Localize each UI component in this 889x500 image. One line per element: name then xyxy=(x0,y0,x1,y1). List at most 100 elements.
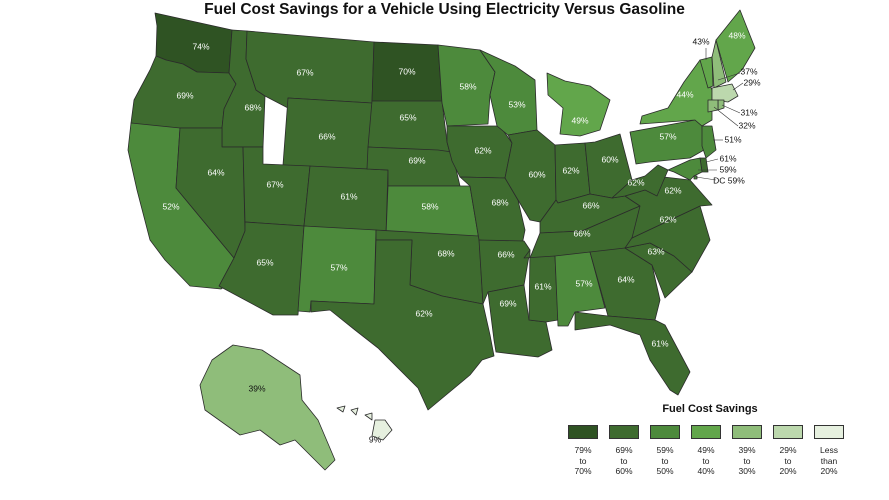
leader-line-ct xyxy=(713,106,739,127)
state-label-nv: 64% xyxy=(207,167,224,177)
legend-swatch xyxy=(814,425,844,439)
state-md xyxy=(667,157,703,181)
state-ri xyxy=(717,99,725,111)
leader-line-de xyxy=(705,158,719,163)
state-label-me: 48% xyxy=(728,30,745,40)
state-label-wv: 62% xyxy=(627,177,644,187)
state-label-ky: 66% xyxy=(582,200,599,210)
state-label-az: 65% xyxy=(256,257,273,267)
state-label-fl: 61% xyxy=(651,338,668,348)
state-label-ak: 39% xyxy=(248,383,265,393)
state-label-mi: 49% xyxy=(571,115,588,125)
state-label-la: 69% xyxy=(499,298,516,308)
legend-swatch xyxy=(732,425,762,439)
leader-line-dc xyxy=(695,176,717,181)
state-ak xyxy=(199,344,336,471)
state-vt xyxy=(699,56,714,89)
state-label-tn: 66% xyxy=(573,228,590,238)
state-label-nh: 37% xyxy=(740,66,757,76)
state-label-ny: 44% xyxy=(676,89,693,99)
state-label-tx: 62% xyxy=(415,308,432,318)
state-label-ct: 32% xyxy=(738,120,755,130)
state-label-co: 61% xyxy=(340,191,357,201)
state-label-ma: 29% xyxy=(743,77,760,87)
state-label-mn: 58% xyxy=(459,81,476,91)
legend-label: 49% to 40% xyxy=(697,445,715,476)
legend-swatch xyxy=(691,425,721,439)
leader-line-ma xyxy=(732,82,744,91)
legend-item: 79% to 70% xyxy=(568,425,598,477)
state-label-wi: 53% xyxy=(508,99,525,109)
state-label-ok: 68% xyxy=(437,248,454,258)
state-label-nd: 70% xyxy=(398,66,415,76)
state-label-in: 62% xyxy=(562,165,579,175)
state-label-oh: 60% xyxy=(601,154,618,164)
state-label-al: 57% xyxy=(575,278,592,288)
state-label-ar: 66% xyxy=(497,249,514,259)
chart-title: Fuel Cost Savings for a Vehicle Using El… xyxy=(204,1,685,18)
legend-item: 69% to 60% xyxy=(609,425,639,477)
state-mi xyxy=(546,72,611,137)
legend-label: 79% to 70% xyxy=(574,445,592,476)
state-label-ne: 69% xyxy=(408,155,425,165)
state-label-ut: 67% xyxy=(266,179,283,189)
legend-item: 49% to 40% xyxy=(691,425,721,477)
legend-label: 69% to 60% xyxy=(615,445,633,476)
state-label-de: 61% xyxy=(719,153,736,163)
state-label-il: 60% xyxy=(528,169,545,179)
state-label-vt: 43% xyxy=(692,36,709,46)
legend-swatch xyxy=(568,425,598,439)
legend: Fuel Cost Savings 79% to 70% 69% to 60% 59% to 5… xyxy=(568,403,844,477)
state-hi xyxy=(336,405,393,441)
legend-item: 39% to 30% xyxy=(732,425,762,477)
state-label-md: 59% xyxy=(719,164,736,174)
state-label-mo: 68% xyxy=(491,197,508,207)
state-nj xyxy=(701,125,717,159)
state-dc xyxy=(693,175,698,180)
state-label-ca: 52% xyxy=(162,201,179,211)
leader-line-nh xyxy=(717,72,741,81)
state-label-or: 69% xyxy=(176,90,193,100)
legend-swatch xyxy=(609,425,639,439)
state-label-ms: 61% xyxy=(534,281,551,291)
leader-line-ri xyxy=(721,104,741,114)
legend-item: 59% to 50% xyxy=(650,425,680,477)
legend-item: 29% to 20% xyxy=(773,425,803,477)
state-label-ia: 62% xyxy=(474,145,491,155)
state-label-ga: 64% xyxy=(617,274,634,284)
state-me xyxy=(715,9,756,83)
state-label-id: 68% xyxy=(244,102,261,112)
state-label-hi: 9% xyxy=(369,434,382,444)
state-label-sd: 65% xyxy=(399,112,416,122)
state-label-mt: 67% xyxy=(296,67,313,77)
state-label-dc: DC 59% xyxy=(713,175,745,185)
legend-item: Less than 20% xyxy=(814,425,844,477)
legend-title: Fuel Cost Savings xyxy=(662,403,758,415)
state-label-ri: 31% xyxy=(740,107,757,117)
state-label-sc: 63% xyxy=(647,246,664,256)
state-la xyxy=(487,284,553,358)
state-label-nc: 62% xyxy=(659,214,676,224)
legend-label: Less than 20% xyxy=(820,445,838,476)
state-fl xyxy=(574,311,691,396)
state-ct xyxy=(707,99,719,113)
state-label-nm: 57% xyxy=(330,262,347,272)
state-pa xyxy=(629,119,705,165)
legend-swatch xyxy=(773,425,803,439)
state-ma xyxy=(711,83,739,103)
state-label-nj: 51% xyxy=(724,134,741,144)
state-il xyxy=(504,129,557,223)
state-label-wy: 66% xyxy=(318,131,335,141)
legend-label: 29% to 20% xyxy=(779,445,797,476)
state-label-pa: 57% xyxy=(659,131,676,141)
legend-swatch xyxy=(650,425,680,439)
state-tx xyxy=(310,239,495,411)
state-label-va: 62% xyxy=(664,185,681,195)
legend-label: 59% to 50% xyxy=(656,445,674,476)
legend-row: 79% to 70% 69% to 60% 59% to 50% 49% to 40% 39% to 30%… xyxy=(568,425,844,477)
state-nh xyxy=(711,39,727,89)
state-label-wa: 74% xyxy=(192,41,209,51)
legend-label: 39% to 30% xyxy=(738,445,756,476)
